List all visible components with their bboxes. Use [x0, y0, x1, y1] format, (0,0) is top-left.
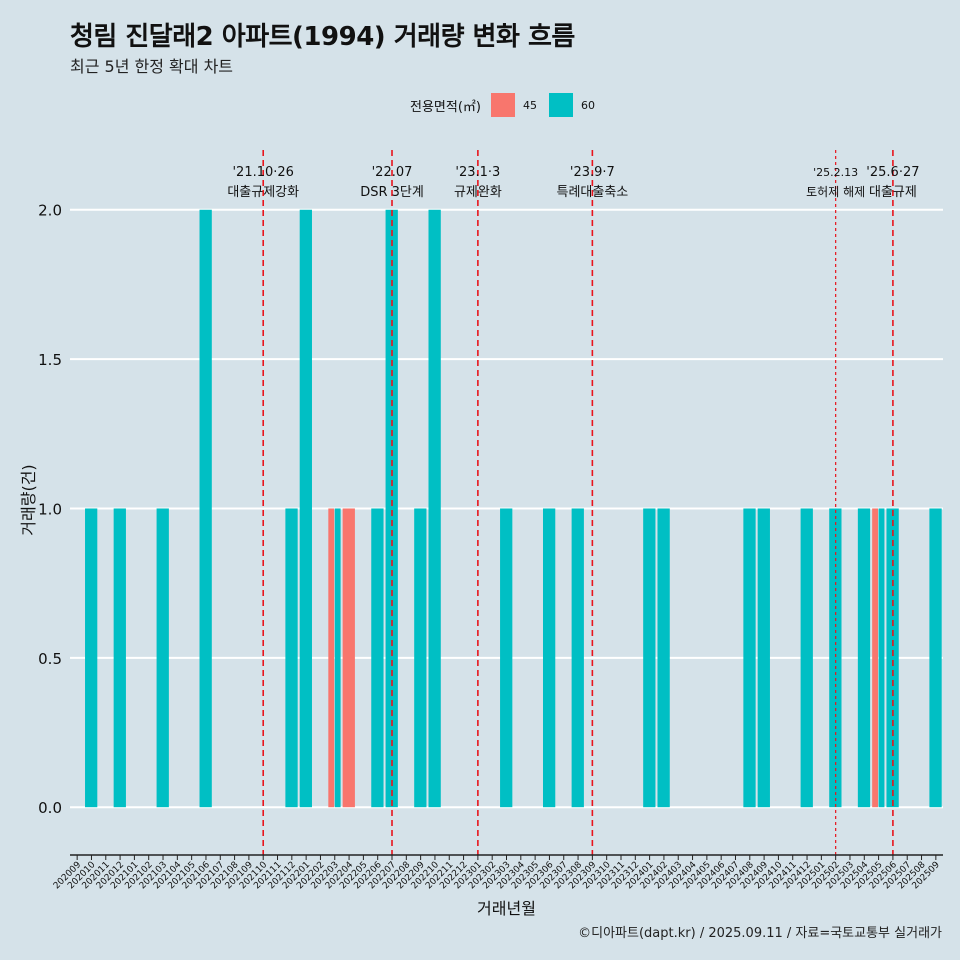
bar-60-202502: [829, 508, 842, 808]
y-tick-label: 1.0: [38, 500, 62, 518]
event-name-label: 특례대출축소: [556, 185, 628, 200]
bar-60-202201: [299, 209, 312, 808]
bar-45-202204: [342, 508, 355, 808]
legend: 전용면적(㎡) 45 60: [410, 93, 607, 117]
event-date-label: '25.6·27: [866, 165, 919, 180]
bar-60-202010: [85, 508, 98, 808]
bar-60-202207: [385, 209, 398, 808]
y-axis-title: 거래량(건): [19, 464, 38, 535]
bar-60-202402: [657, 508, 670, 808]
event-date-label: '21.10·26: [232, 165, 293, 180]
event-date-label: '23.1·3: [455, 165, 500, 180]
event-name-label: DSR 3단계: [360, 185, 424, 200]
event-date-label: '25.2.13: [813, 166, 858, 179]
chart-title: 청림 진달래2 아파트(1994) 거래량 변화 흐름: [70, 22, 575, 52]
bar-60-202408: [743, 508, 756, 808]
bar-60-202209: [414, 508, 427, 808]
legend-item-60: 60: [548, 93, 595, 117]
bar-60-202103: [156, 508, 169, 808]
event-name-label: 대출규제: [869, 185, 917, 200]
legend-title: 전용면적(㎡): [410, 99, 481, 115]
bar-60-202401: [643, 508, 656, 808]
y-tick-label: 0.5: [38, 650, 62, 668]
y-tick-label: 2.0: [38, 202, 62, 220]
bar-60-202106: [199, 209, 212, 808]
x-axis-title: 거래년월: [477, 899, 536, 918]
source-caption: ©디아파트(dapt.kr) / 2025.09.11 / 자료=국토교통부 실…: [578, 926, 942, 941]
event-name-label: 토허제 해제: [806, 185, 865, 199]
bar-60-202505: [878, 508, 885, 808]
bar-60-202112: [285, 508, 298, 808]
bar-60-202308: [571, 508, 584, 808]
event-date-label: '22.07: [372, 165, 413, 180]
event-name-label: 규제완화: [454, 185, 502, 200]
bar-45-202203: [328, 508, 335, 808]
bar-60-202506: [886, 508, 899, 808]
bar-60-202303: [500, 508, 513, 808]
legend-swatch-60: [548, 93, 573, 117]
legend-item-45: 45: [490, 93, 537, 117]
event-date-label: '23.9·7: [570, 165, 615, 180]
y-tick-label: 1.5: [38, 351, 62, 369]
legend-label-45: 45: [522, 98, 537, 112]
bar-60-202412: [800, 508, 813, 808]
legend-label-60: 60: [580, 98, 595, 112]
y-tick-label: 0.0: [38, 799, 62, 817]
bar-60-202206: [371, 508, 384, 808]
chart-subtitle: 최근 5년 한정 확대 차트: [70, 57, 234, 76]
legend-swatch-45: [490, 93, 515, 117]
bar-60-202210: [428, 209, 441, 808]
bar-60-202504: [857, 508, 871, 808]
bar-60-202409: [757, 508, 770, 808]
event-name-label: 대출규제강화: [227, 185, 299, 200]
bar-60-202509: [929, 508, 942, 808]
bar-45-202505: [872, 508, 878, 808]
bar-60-202306: [542, 508, 556, 808]
bar-60-202012: [113, 508, 126, 808]
bar-60-202203: [334, 508, 341, 808]
